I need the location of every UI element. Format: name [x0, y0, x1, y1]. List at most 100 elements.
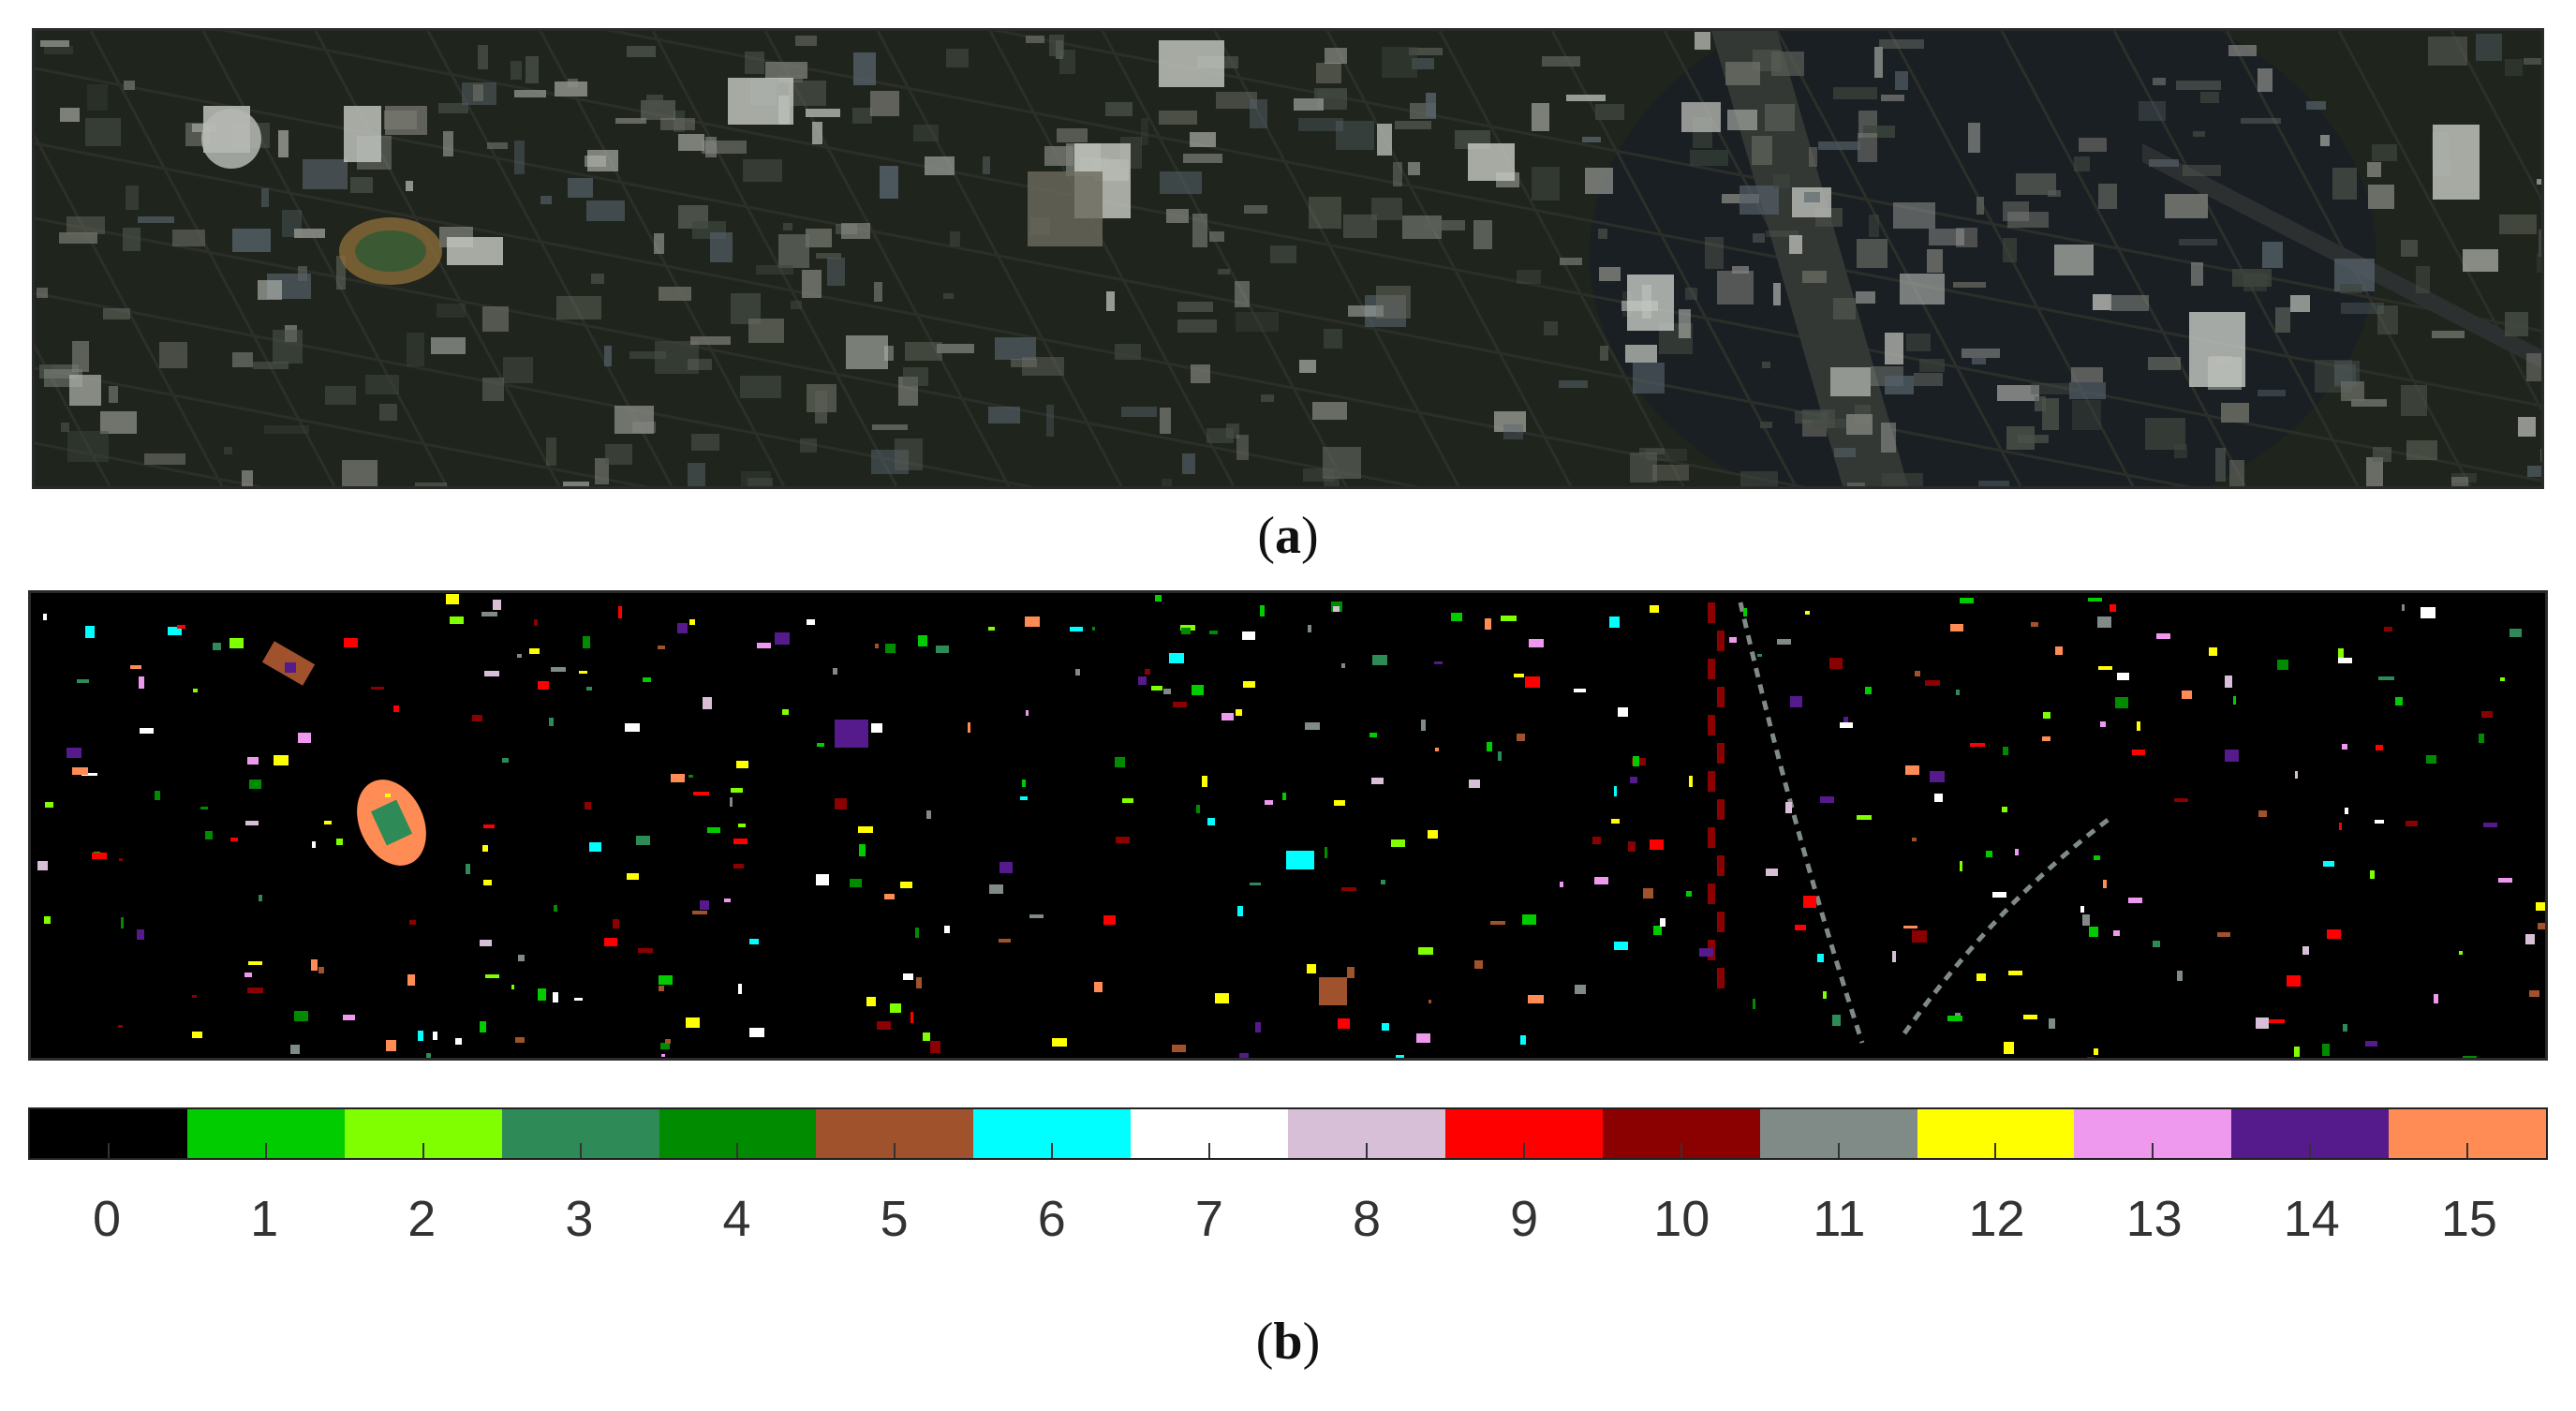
class-6-pixel — [749, 939, 759, 944]
building — [1250, 99, 1267, 128]
class-12-pixel — [1805, 611, 1810, 615]
building — [1348, 305, 1384, 317]
class-8-pixel — [493, 600, 501, 610]
class-15-pixel — [2103, 880, 2107, 888]
building — [1717, 271, 1754, 304]
building — [1294, 98, 1324, 111]
building — [100, 411, 137, 434]
class-10-pixel — [613, 919, 619, 928]
building — [1732, 266, 1749, 274]
class-15-pixel — [1025, 616, 1040, 627]
building — [585, 156, 606, 167]
building — [1881, 95, 1904, 101]
class-5-pixel — [659, 986, 664, 991]
class-10-pixel — [835, 798, 847, 809]
road — [35, 216, 1421, 486]
bright-roof — [728, 78, 793, 125]
building — [1740, 186, 1779, 215]
class-11-pixel — [1163, 689, 1171, 694]
class-10-pixel — [733, 864, 744, 869]
class-13-pixel — [661, 1054, 665, 1057]
colorbar-swatch-6 — [973, 1109, 1132, 1158]
building — [1261, 394, 1274, 402]
building — [124, 81, 135, 90]
building — [1190, 132, 1216, 147]
class-1-pixel — [859, 844, 866, 856]
class-1-pixel — [1260, 605, 1265, 616]
class-2-pixel — [1823, 991, 1827, 999]
class-7-pixel — [2080, 906, 2084, 913]
class-2-pixel — [2500, 677, 2505, 681]
class-14-pixel — [775, 632, 790, 645]
class-12-pixel — [2536, 902, 2545, 911]
colorbar-label-3: 3 — [565, 1191, 594, 1247]
building — [264, 425, 309, 434]
building — [2071, 367, 2103, 382]
building — [1542, 56, 1580, 67]
class-6-pixel — [1237, 906, 1243, 916]
building — [2505, 59, 2523, 76]
building — [172, 230, 205, 246]
class-9-pixel — [230, 838, 238, 841]
buildings — [37, 32, 2541, 486]
building — [1906, 334, 1931, 351]
class-9-pixel — [733, 839, 748, 844]
building — [905, 342, 942, 361]
class-3-field — [370, 799, 413, 846]
building — [87, 84, 108, 111]
class-8-pixel — [1766, 869, 1778, 876]
building — [1600, 346, 1608, 361]
building — [1566, 95, 1606, 101]
building — [2093, 294, 2111, 310]
class-15-pixel — [130, 665, 141, 669]
class-13-pixel — [244, 973, 252, 977]
building — [614, 406, 654, 434]
class-1-pixel — [1522, 914, 1536, 925]
class-10-patch — [1708, 659, 1715, 679]
building — [278, 130, 289, 157]
building — [2176, 81, 2221, 90]
building — [40, 40, 69, 47]
class-10-patch — [1708, 884, 1715, 904]
building — [1393, 162, 1402, 186]
class-9-pixel — [1970, 743, 1985, 747]
class-13-pixel — [2498, 878, 2512, 883]
class-14-pixel — [1434, 661, 1443, 664]
road — [988, 31, 1236, 486]
building — [1962, 349, 2000, 358]
building — [1182, 453, 1195, 474]
colorbar-tick — [2152, 1143, 2154, 1158]
building — [705, 137, 717, 157]
class-7-pixel — [738, 984, 742, 994]
colorbar-tick — [2466, 1143, 2469, 1158]
building — [2524, 58, 2541, 65]
building — [540, 196, 552, 204]
class-5-pixel — [1643, 888, 1653, 899]
building — [1685, 288, 1697, 300]
colorbar-swatch-13 — [2074, 1109, 2232, 1158]
class-9-pixel — [618, 606, 622, 618]
class-11-pixel — [2402, 604, 2405, 611]
class-4-pixel — [121, 917, 124, 928]
class-10-pixel — [1829, 658, 1843, 669]
colorbar-tick — [1051, 1143, 1054, 1158]
class-1-pixel — [1986, 851, 1992, 857]
building — [2306, 101, 2326, 110]
building — [1270, 245, 1296, 263]
building — [2262, 242, 2283, 268]
building — [852, 108, 872, 124]
building — [1956, 228, 1977, 247]
class-5-pixel — [1915, 671, 1920, 676]
building — [1382, 47, 1417, 78]
building — [740, 376, 781, 398]
class-7-pixel — [1992, 892, 2006, 898]
class-12-pixel — [1236, 709, 1242, 716]
building — [1105, 102, 1133, 116]
class-15-pixel — [884, 894, 895, 899]
road — [1101, 31, 1348, 486]
building — [1595, 104, 1624, 120]
colorbar-label-12: 12 — [1968, 1191, 2025, 1247]
building — [1695, 32, 1710, 50]
class-13-pixel — [298, 733, 311, 743]
class-7-pixel — [433, 1032, 437, 1040]
